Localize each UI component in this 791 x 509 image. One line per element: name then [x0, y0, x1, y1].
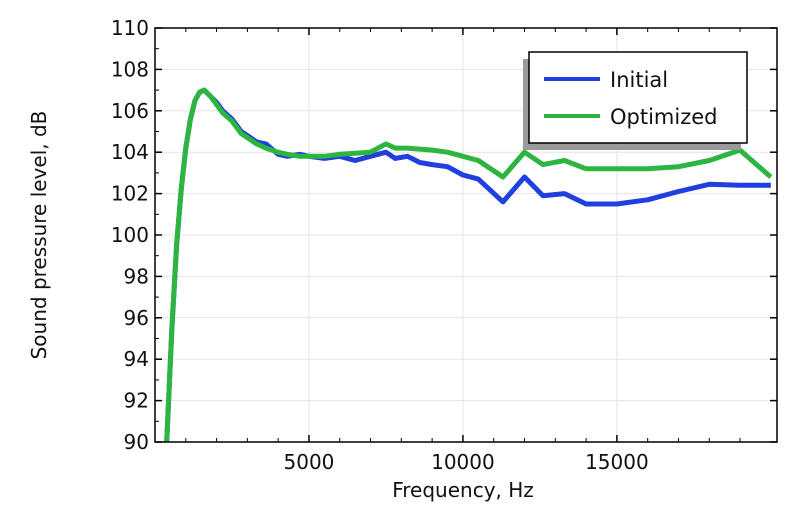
y-tick-label: 100	[111, 223, 149, 247]
plot-series	[164, 87, 773, 443]
x-tick-label: 15000	[585, 450, 649, 474]
y-tick-label: 110	[111, 16, 149, 40]
y-tick-label: 90	[124, 430, 149, 454]
y-tick-label: 94	[124, 347, 149, 371]
legend-label-initial: Initial	[610, 68, 668, 92]
y-tick-label: 98	[124, 264, 149, 288]
y-tick-label: 106	[111, 99, 149, 123]
y-tick-label: 96	[124, 306, 149, 330]
x-axis-title: Frequency, Hz	[392, 478, 534, 502]
x-tick-label: 5000	[284, 450, 335, 474]
y-axis-title: Sound pressure level, dB	[27, 111, 51, 360]
y-tick-label: 92	[124, 389, 149, 413]
legend-box	[528, 51, 748, 144]
series-line-optimized	[164, 87, 773, 443]
legend-label-optimized: Optimized	[610, 105, 718, 129]
legend: Initial Optimized	[523, 51, 748, 150]
y-tick-label: 108	[111, 57, 149, 81]
axis-ticks: 90 92 94 96 98 100 102 104 106 108 110 5000 10000 150…	[111, 16, 777, 474]
x-tick-label: 10000	[431, 450, 495, 474]
y-tick-label: 102	[111, 182, 149, 206]
y-tick-label: 104	[111, 140, 149, 164]
